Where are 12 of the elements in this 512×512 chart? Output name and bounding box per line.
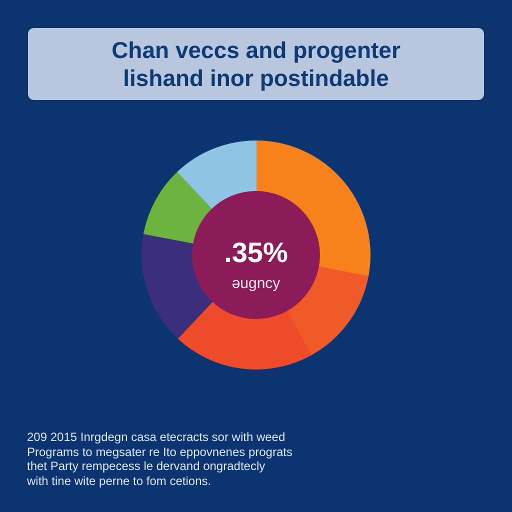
chart-title: Chan veccs and progenter lishand inor postindable [110, 36, 402, 92]
text: 209 2015 Inrgdegn casa etecracts sor with weed [27, 430, 286, 444]
donut-slice [177, 301, 312, 370]
text: .35% [223, 236, 289, 270]
text: Programs to megsater re Ito eppovnenes prograts [27, 444, 292, 459]
donut-slice [142, 233, 213, 339]
donut-slice [144, 171, 213, 244]
text: with tine wite perne to fom cetions. [27, 474, 212, 488]
donut-slice [286, 266, 368, 356]
donut-slice [177, 140, 256, 209]
text: thet Party rempecess le dervand ongradtecly [27, 459, 266, 474]
text: əugncy [230, 275, 282, 293]
